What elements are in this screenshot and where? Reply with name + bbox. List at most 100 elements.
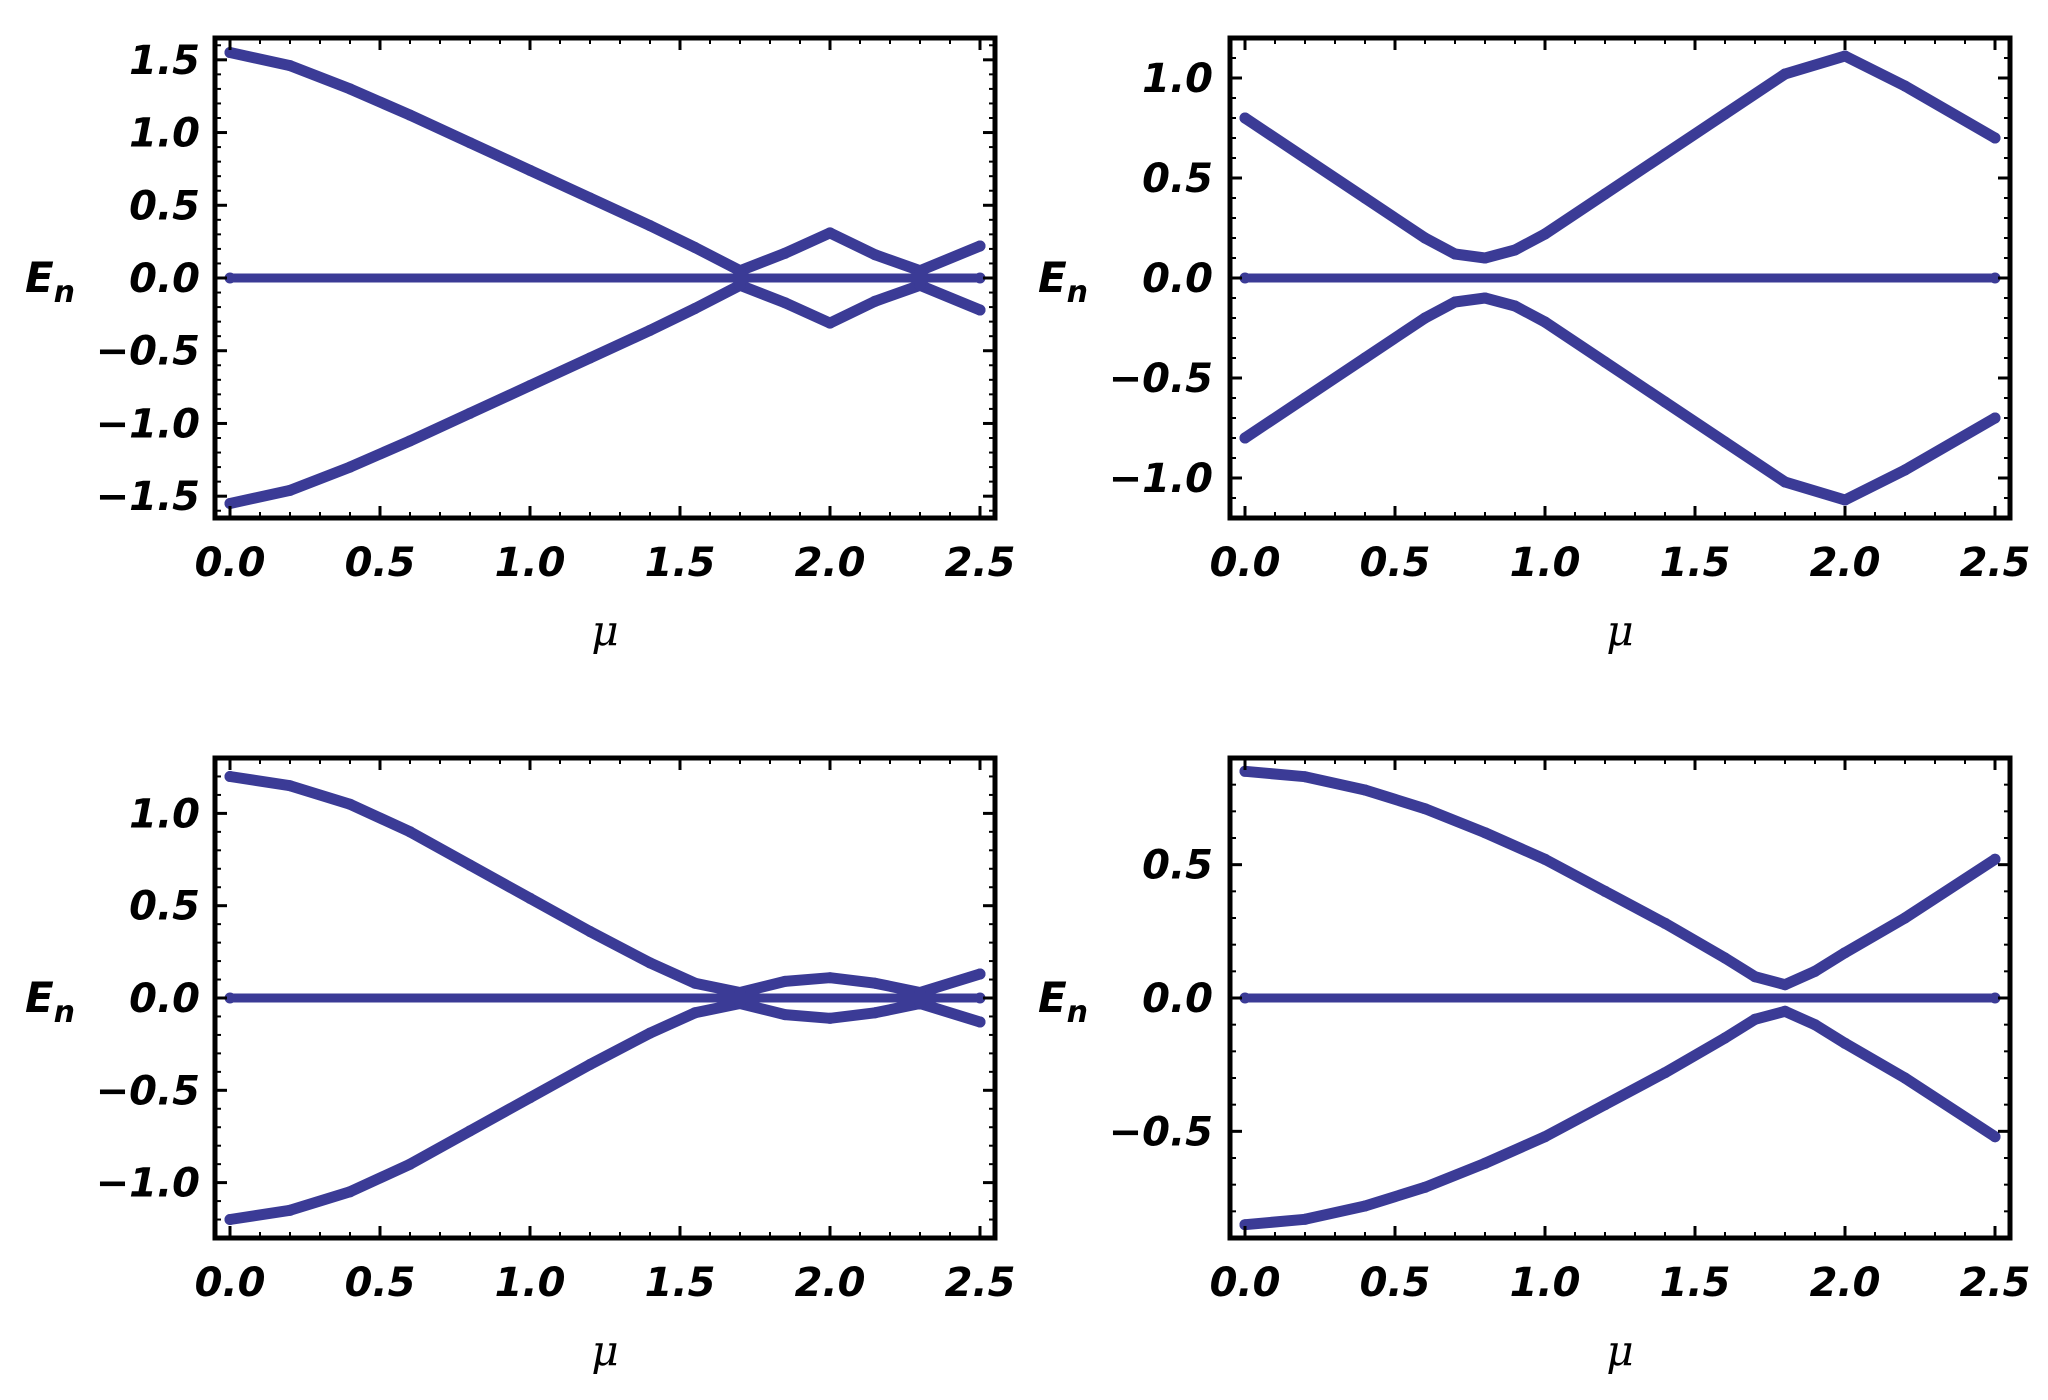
x-tick-label: 0.0 bbox=[1210, 540, 1281, 586]
series-band-1 bbox=[1239, 765, 2001, 991]
x-tick-label: 0.5 bbox=[345, 540, 416, 586]
x-tick-label: 2.5 bbox=[1960, 1260, 2031, 1306]
data-point bbox=[1509, 300, 1521, 312]
data-point bbox=[1599, 188, 1611, 200]
x-tick-label: 1.0 bbox=[1510, 1260, 1581, 1306]
y-tick-label: −1.0 bbox=[96, 401, 200, 447]
data-point bbox=[1599, 1099, 1611, 1111]
data-point bbox=[344, 798, 356, 810]
data-point bbox=[1449, 248, 1461, 260]
data-point bbox=[644, 220, 656, 232]
data-point bbox=[1899, 464, 1911, 476]
x-axis-label: μ bbox=[591, 1326, 618, 1375]
data-point bbox=[1539, 316, 1551, 328]
y-axis-label-main: E bbox=[25, 973, 54, 1022]
y-tick-label: 0.0 bbox=[1142, 976, 1213, 1022]
data-point bbox=[404, 435, 416, 447]
y-tick-label: −0.5 bbox=[1109, 356, 1213, 402]
data-point bbox=[689, 303, 701, 314]
data-point bbox=[974, 304, 986, 316]
chart-panel-bottom-right: 0.0 0.5 1.0 1.5 2.0 2.5 0.5 0.0 −0.5 μ En bbox=[1038, 755, 2031, 1375]
y-tick-label: −0.5 bbox=[96, 329, 200, 375]
x-axis-label: μ bbox=[1606, 606, 1633, 655]
y-tick-label: 0.5 bbox=[129, 183, 200, 229]
data-point bbox=[224, 47, 236, 58]
data-point bbox=[284, 484, 296, 496]
data-point bbox=[344, 1186, 356, 1198]
data-point bbox=[464, 407, 476, 419]
data-point bbox=[824, 1012, 836, 1024]
data-point bbox=[1839, 1037, 1851, 1049]
data-point bbox=[1299, 152, 1311, 164]
data-point bbox=[404, 1158, 416, 1170]
data-point bbox=[1659, 148, 1671, 160]
data-point bbox=[1479, 827, 1491, 839]
data-point bbox=[1659, 1067, 1671, 1079]
data-point bbox=[584, 1059, 596, 1070]
series-band-2 bbox=[224, 998, 986, 1225]
data-point bbox=[869, 249, 881, 261]
data-point bbox=[1299, 1213, 1311, 1225]
data-point bbox=[974, 272, 986, 284]
data-point bbox=[224, 498, 236, 509]
data-point bbox=[1989, 1131, 2001, 1143]
data-point bbox=[869, 1007, 881, 1019]
data-point bbox=[464, 859, 476, 871]
data-point bbox=[1449, 296, 1461, 308]
y-axis-label: En bbox=[25, 973, 75, 1030]
y-tick-label: −0.5 bbox=[1109, 1109, 1213, 1155]
series-band-1 bbox=[224, 47, 986, 277]
y-tick-label: 1.0 bbox=[129, 791, 200, 837]
data-point bbox=[1989, 992, 2001, 1004]
data-point bbox=[1509, 244, 1521, 256]
data-point bbox=[1779, 68, 1791, 80]
data-point bbox=[779, 1009, 791, 1021]
data-point bbox=[1479, 1157, 1491, 1169]
data-point bbox=[224, 272, 236, 284]
data-point bbox=[1899, 912, 1911, 924]
data-point bbox=[914, 265, 926, 277]
x-tick-label: 1.5 bbox=[645, 540, 716, 586]
data-point bbox=[1809, 965, 1821, 977]
data-point bbox=[1239, 432, 1251, 444]
data-point bbox=[1749, 971, 1761, 983]
data-point bbox=[1989, 272, 2001, 284]
data-point bbox=[524, 1092, 536, 1104]
y-axis-label: En bbox=[1038, 973, 1088, 1030]
data-point bbox=[1419, 312, 1431, 324]
x-tick-label: 2.5 bbox=[945, 1260, 1016, 1306]
data-point bbox=[524, 892, 536, 904]
y-axis-label-main: E bbox=[1038, 973, 1067, 1022]
x-tick-label: 1.0 bbox=[495, 1260, 566, 1306]
data-point bbox=[644, 1027, 656, 1039]
data-point bbox=[1239, 992, 1251, 1004]
data-point bbox=[1299, 771, 1311, 783]
x-tick-label: 0.0 bbox=[1210, 1260, 1281, 1306]
data-point bbox=[1839, 50, 1851, 62]
y-axis-label-main: E bbox=[1038, 253, 1067, 302]
y-tick-label: −0.5 bbox=[96, 1068, 200, 1114]
x-tick-label: 1.5 bbox=[645, 1260, 716, 1306]
x-axis-label: μ bbox=[1606, 1326, 1633, 1375]
series-band-1 bbox=[1239, 50, 2001, 264]
data-point bbox=[1659, 396, 1671, 408]
y-tick-label: 0.5 bbox=[1142, 843, 1213, 889]
series-band-2 bbox=[224, 279, 986, 509]
x-tick-label: 2.0 bbox=[1810, 1260, 1881, 1306]
y-axis-label-subscript: n bbox=[54, 995, 75, 1030]
data-point bbox=[1239, 272, 1251, 284]
y-tick-label: −1.0 bbox=[96, 1161, 200, 1207]
data-point bbox=[1419, 803, 1431, 815]
data-point bbox=[779, 297, 791, 309]
data-point bbox=[1989, 132, 2001, 144]
data-point bbox=[1989, 853, 2001, 865]
y-tick-label: 0.0 bbox=[129, 976, 200, 1022]
data-point bbox=[689, 977, 701, 989]
data-point bbox=[524, 380, 536, 392]
data-point bbox=[1779, 979, 1791, 991]
data-point bbox=[224, 771, 236, 782]
data-point bbox=[1479, 292, 1491, 304]
data-point bbox=[1989, 412, 2001, 424]
data-point bbox=[1599, 885, 1611, 897]
series-band-2 bbox=[1239, 292, 2001, 506]
